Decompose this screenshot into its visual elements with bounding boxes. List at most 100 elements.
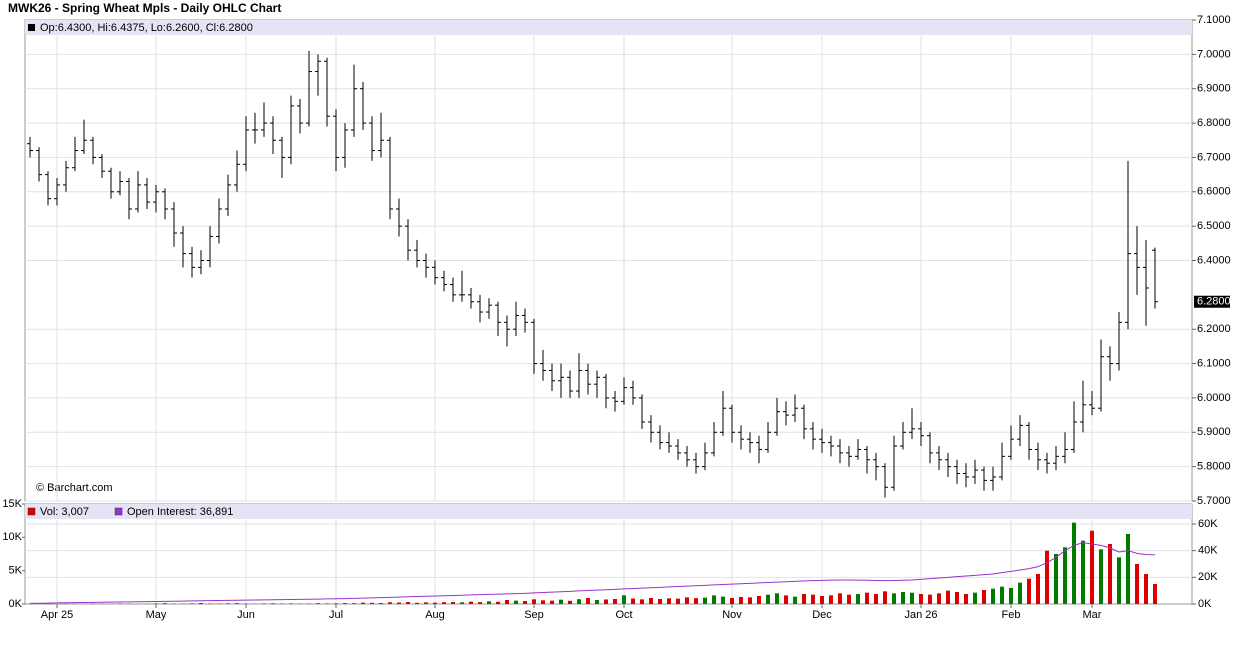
volume-bar <box>568 600 572 604</box>
y2-tick-label: 40K <box>1198 545 1218 557</box>
legend-swatch <box>27 507 36 516</box>
x-tick-label: Jun <box>237 609 255 621</box>
y-tick-label: 5.7000 <box>1197 495 1231 507</box>
y2-tick-label: 60K <box>1198 518 1218 530</box>
volume-bar <box>874 594 878 604</box>
x-tick-label: Sep <box>524 609 544 621</box>
volume-bar <box>721 596 725 604</box>
volume-bar <box>550 600 554 604</box>
volume-bar <box>154 603 158 604</box>
volume-bar <box>343 603 347 604</box>
volume-bar <box>496 601 500 604</box>
volume-bar <box>379 603 383 604</box>
volume-bar <box>532 599 536 604</box>
x-tick-label: Apr 25 <box>41 609 73 621</box>
volume-bar <box>451 602 455 604</box>
volume-bar <box>694 598 698 604</box>
volume-bar <box>505 600 509 604</box>
volume-bar <box>766 594 770 604</box>
volume-bar <box>469 601 473 604</box>
volume-bar <box>775 593 779 604</box>
volume-bar <box>973 592 977 604</box>
volume-bar <box>703 597 707 604</box>
volume-bar <box>640 599 644 604</box>
volume-bar <box>424 602 428 604</box>
volume-bar <box>289 603 293 604</box>
volume-bar <box>487 601 491 604</box>
volume-bar <box>757 596 761 604</box>
volume-bar <box>370 602 374 604</box>
volume-bar <box>1117 557 1121 604</box>
volume-bar <box>901 592 905 604</box>
volume-bar <box>1144 574 1148 604</box>
x-tick-label: Feb <box>1002 609 1021 621</box>
volume-bar <box>388 602 392 604</box>
volume-bar <box>271 603 275 604</box>
volume-bar <box>397 602 401 604</box>
volume-bar <box>811 594 815 604</box>
volume-bar <box>541 600 545 604</box>
volume-bar <box>415 602 419 604</box>
volume-bar <box>478 602 482 604</box>
y-tick-label: 7.1000 <box>1197 14 1231 26</box>
volume-bar <box>586 598 590 604</box>
y2-tick-label: 0K <box>1198 598 1212 610</box>
legend-label: Open Interest: 36,891 <box>127 506 233 518</box>
volume-bar <box>910 592 914 604</box>
volume-bar <box>235 603 239 604</box>
y-tick-label: 7.0000 <box>1197 48 1231 60</box>
x-tick-label: Mar <box>1083 609 1102 621</box>
x-tick-label: Dec <box>812 609 832 621</box>
volume-bar <box>595 600 599 604</box>
volume-bar <box>1054 554 1058 604</box>
volume-bar <box>325 603 329 604</box>
volume-bar <box>1027 578 1031 604</box>
volume-bar <box>928 594 932 604</box>
credit: © Barchart.com <box>36 482 113 494</box>
y-tick-label: 5.9000 <box>1197 426 1231 438</box>
x-tick-label: May <box>146 609 167 621</box>
volume-bar <box>1135 564 1139 604</box>
volume-bar <box>964 594 968 604</box>
volume-bar <box>955 592 959 604</box>
x-tick-label: Jan 26 <box>904 609 937 621</box>
volume-bar <box>865 592 869 604</box>
volume-bar <box>1018 582 1022 604</box>
volume-bar <box>1099 549 1103 604</box>
y-tick-label: 6.7000 <box>1197 151 1231 163</box>
volume-bar <box>919 594 923 604</box>
volume-bar <box>352 603 356 604</box>
volume-bar <box>1009 588 1013 604</box>
y-tick-label: 6.5000 <box>1197 220 1231 232</box>
volume-bar <box>1108 544 1112 604</box>
volume-bar <box>1081 540 1085 604</box>
volume-bar <box>892 593 896 604</box>
last-price-box <box>1194 295 1230 308</box>
chart-title: MWK26 - Spring Wheat Mpls - Daily OHLC C… <box>8 1 281 15</box>
volume-bar <box>577 599 581 604</box>
oi-line <box>29 542 1156 604</box>
volume-bar <box>793 596 797 604</box>
ohlc-legend: Op:6.4300, Hi:6.4375, Lo:6.2600, Cl:6.28… <box>40 22 253 34</box>
volume-bar <box>982 590 986 604</box>
y-tick-label: 0K <box>9 598 23 610</box>
volume-bar <box>442 602 446 604</box>
volume-bar <box>622 595 626 604</box>
volume-bar <box>631 598 635 604</box>
volume-bar <box>523 601 527 604</box>
volume-bar <box>676 598 680 604</box>
y-tick-label: 15K <box>2 498 22 510</box>
volume-bar <box>1126 534 1130 604</box>
volume-bar <box>199 603 203 604</box>
volume-bar <box>937 593 941 604</box>
marks: Apr 25 May Jun Jul Aug Sep Oct Nov Dec Jan 26 Feb M… <box>2 14 1230 621</box>
volume-bar <box>316 603 320 604</box>
y-tick-label: 6.1000 <box>1197 357 1231 369</box>
volume-bar <box>1153 583 1157 604</box>
volume-bar <box>559 599 563 604</box>
volume-bar <box>991 588 995 604</box>
volume-bar <box>838 593 842 604</box>
volume-bar <box>334 603 338 604</box>
volume-panel <box>24 503 1193 605</box>
y-tick-label: 10K <box>2 531 22 543</box>
